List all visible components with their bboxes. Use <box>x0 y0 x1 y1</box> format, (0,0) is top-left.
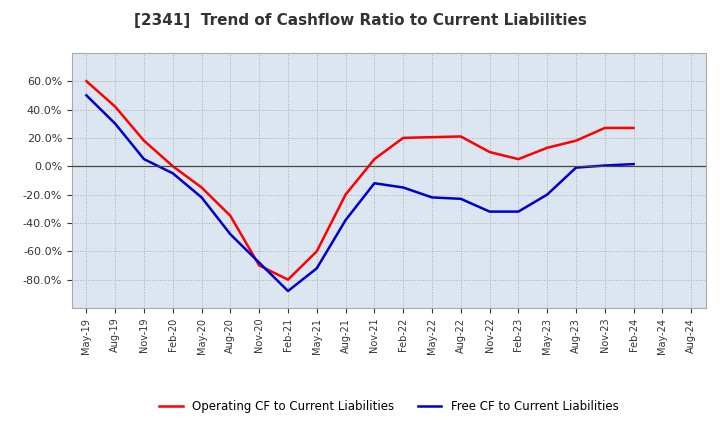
Operating CF to Current Liabilities <box>629 125 638 131</box>
Free CF to Current Liabilities <box>226 231 235 237</box>
Free CF to Current Liabilities <box>255 260 264 265</box>
Operating CF to Current Liabilities <box>140 138 148 143</box>
Line: Free CF to Current Liabilities: Free CF to Current Liabilities <box>86 95 634 291</box>
Free CF to Current Liabilities <box>312 266 321 271</box>
Legend: Operating CF to Current Liabilities, Free CF to Current Liabilities: Operating CF to Current Liabilities, Fre… <box>154 396 624 418</box>
Free CF to Current Liabilities <box>284 288 292 293</box>
Operating CF to Current Liabilities <box>399 135 408 140</box>
Operating CF to Current Liabilities <box>312 249 321 254</box>
Free CF to Current Liabilities <box>168 171 177 176</box>
Operating CF to Current Liabilities <box>197 185 206 190</box>
Free CF to Current Liabilities <box>370 180 379 186</box>
Free CF to Current Liabilities <box>543 192 552 197</box>
Operating CF to Current Liabilities <box>168 164 177 169</box>
Free CF to Current Liabilities <box>514 209 523 214</box>
Operating CF to Current Liabilities <box>572 138 580 143</box>
Operating CF to Current Liabilities <box>543 145 552 150</box>
Free CF to Current Liabilities <box>341 217 350 223</box>
Free CF to Current Liabilities <box>111 121 120 126</box>
Free CF to Current Liabilities <box>629 161 638 167</box>
Free CF to Current Liabilities <box>456 196 465 202</box>
Operating CF to Current Liabilities <box>600 125 609 131</box>
Operating CF to Current Liabilities <box>111 104 120 109</box>
Free CF to Current Liabilities <box>485 209 494 214</box>
Line: Operating CF to Current Liabilities: Operating CF to Current Liabilities <box>86 81 634 280</box>
Operating CF to Current Liabilities <box>284 277 292 282</box>
Free CF to Current Liabilities <box>428 195 436 200</box>
Free CF to Current Liabilities <box>600 163 609 168</box>
Operating CF to Current Liabilities <box>370 157 379 162</box>
Free CF to Current Liabilities <box>197 195 206 200</box>
Operating CF to Current Liabilities <box>428 135 436 140</box>
Free CF to Current Liabilities <box>140 157 148 162</box>
Operating CF to Current Liabilities <box>82 78 91 84</box>
Free CF to Current Liabilities <box>572 165 580 170</box>
Free CF to Current Liabilities <box>82 93 91 98</box>
Operating CF to Current Liabilities <box>485 150 494 155</box>
Operating CF to Current Liabilities <box>226 213 235 219</box>
Text: [2341]  Trend of Cashflow Ratio to Current Liabilities: [2341] Trend of Cashflow Ratio to Curren… <box>134 13 586 28</box>
Operating CF to Current Liabilities <box>255 263 264 268</box>
Free CF to Current Liabilities <box>399 185 408 190</box>
Operating CF to Current Liabilities <box>341 192 350 197</box>
Operating CF to Current Liabilities <box>514 157 523 162</box>
Operating CF to Current Liabilities <box>456 134 465 139</box>
